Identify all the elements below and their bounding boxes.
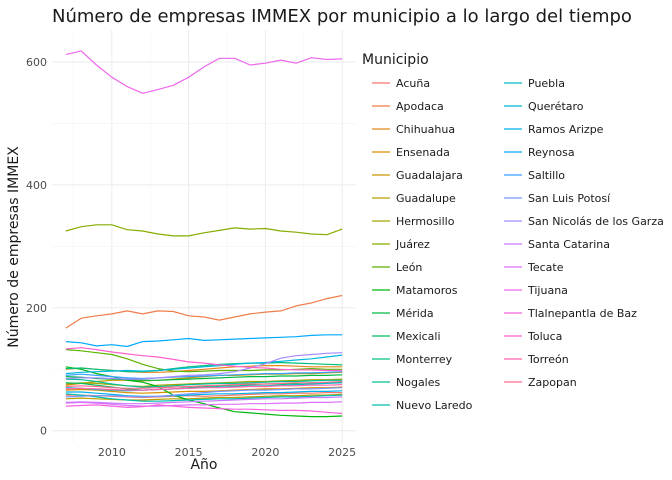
legend-label: Tijuana bbox=[527, 284, 568, 297]
legend-label: Monterrey bbox=[396, 353, 453, 366]
series-line bbox=[65, 387, 343, 398]
legend-item: Torreón bbox=[504, 353, 569, 366]
legend-item: Juárez bbox=[372, 238, 430, 251]
legend-label: Hermosillo bbox=[396, 215, 455, 228]
y-tick-label: 200 bbox=[26, 302, 47, 315]
legend-item: Mexicali bbox=[372, 330, 441, 343]
series-lines bbox=[65, 50, 343, 418]
series-line bbox=[65, 380, 343, 389]
legend-item: San Luis Potosí bbox=[504, 192, 611, 205]
legend-label: Ramos Arizpe bbox=[528, 123, 604, 136]
legend-label: Matamoros bbox=[396, 284, 458, 297]
legend-label: Nuevo Laredo bbox=[396, 399, 473, 412]
legend-label: Reynosa bbox=[528, 146, 575, 159]
legend-label: Guadalajara bbox=[396, 169, 463, 182]
legend-item: Zapopan bbox=[504, 376, 577, 389]
legend-item: Querétaro bbox=[504, 100, 584, 113]
legend-item: Reynosa bbox=[504, 146, 575, 159]
legend-label: Guadalupe bbox=[396, 192, 456, 205]
y-tick-label: 400 bbox=[26, 179, 47, 192]
legend-label: Tlalnepantla de Baz bbox=[527, 307, 637, 320]
series-line bbox=[65, 347, 343, 372]
series-line bbox=[65, 390, 343, 397]
series-line bbox=[65, 404, 343, 415]
legend-item: Tecate bbox=[504, 261, 564, 274]
legend-label: Santa Catarina bbox=[528, 238, 610, 251]
legend-label: Acuña bbox=[396, 77, 430, 90]
legend-label: Querétaro bbox=[528, 100, 584, 113]
y-axis-title: Número de empresas IMMEX bbox=[6, 146, 22, 348]
series-line bbox=[65, 396, 343, 405]
legend-label: Ensenada bbox=[396, 146, 450, 159]
legend-item: Saltillo bbox=[504, 169, 565, 182]
series-line bbox=[65, 334, 343, 348]
legend-item: Mérida bbox=[372, 307, 434, 320]
legend-item: Ensenada bbox=[372, 146, 450, 159]
legend-item: Nuevo Laredo bbox=[372, 399, 473, 412]
chart-title: Número de empresas IMMEX por municipio a… bbox=[52, 6, 632, 27]
legend-item: Acuña bbox=[372, 77, 430, 90]
series-line bbox=[65, 352, 343, 380]
legend-item: Tijuana bbox=[504, 284, 568, 297]
legend-label: Mérida bbox=[396, 307, 434, 320]
legend-item: Monterrey bbox=[372, 353, 453, 366]
series-line bbox=[65, 371, 343, 380]
legend-label: San Nicolás de los Garza bbox=[528, 215, 664, 228]
series-line bbox=[65, 401, 343, 407]
x-axis-title: Año bbox=[190, 457, 217, 473]
legend-label: Toluca bbox=[527, 330, 562, 343]
legend-label: Nogales bbox=[396, 376, 441, 389]
legend-item: Guadalupe bbox=[372, 192, 456, 205]
series-line bbox=[65, 354, 343, 375]
series-line bbox=[65, 384, 343, 391]
legend-label: Puebla bbox=[528, 77, 565, 90]
legend-label: Zapopan bbox=[528, 376, 577, 389]
x-axis-ticks: 2010 2015 2020 2025 bbox=[98, 446, 356, 459]
legend-label: Torreón bbox=[527, 353, 569, 366]
legend-item: León bbox=[372, 261, 422, 274]
y-tick-label: 0 bbox=[40, 425, 47, 438]
y-axis-ticks: 0 200 400 600 bbox=[26, 56, 47, 438]
series-line bbox=[65, 378, 343, 388]
legend-item: Matamoros bbox=[372, 284, 458, 297]
legend-item: San Nicolás de los Garza bbox=[504, 215, 664, 228]
legend-item: Guadalajara bbox=[372, 169, 463, 182]
x-tick-label: 2015 bbox=[175, 446, 203, 459]
legend-label: Saltillo bbox=[528, 169, 565, 182]
x-tick-label: 2010 bbox=[98, 446, 126, 459]
x-tick-label: 2025 bbox=[328, 446, 356, 459]
legend-label: Mexicali bbox=[396, 330, 441, 343]
series-line bbox=[65, 349, 343, 373]
legend-item: Apodaca bbox=[372, 100, 444, 113]
legend-item: Nogales bbox=[372, 376, 441, 389]
series-line bbox=[65, 50, 343, 94]
legend-item: Ramos Arizpe bbox=[504, 123, 604, 136]
legend-label: Chihuahua bbox=[396, 123, 455, 136]
legend-title: Municipio bbox=[362, 52, 429, 68]
legend-item: Toluca bbox=[504, 330, 562, 343]
series-line bbox=[65, 224, 343, 237]
legend-item: Tlalnepantla de Baz bbox=[504, 307, 637, 320]
legend: Acuña Apodaca Chihuahua Ensenada Guadalajara… bbox=[372, 77, 664, 412]
legend-label: León bbox=[396, 261, 422, 274]
legend-item: Hermosillo bbox=[372, 215, 455, 228]
legend-label: Apodaca bbox=[396, 100, 444, 113]
y-tick-label: 600 bbox=[26, 56, 47, 69]
legend-item: Puebla bbox=[504, 77, 565, 90]
series-line bbox=[65, 294, 343, 329]
legend-item: Santa Catarina bbox=[504, 238, 610, 251]
series-line bbox=[65, 393, 343, 402]
x-tick-label: 2020 bbox=[251, 446, 279, 459]
legend-label: Tecate bbox=[527, 261, 564, 274]
legend-item: Chihuahua bbox=[372, 123, 455, 136]
legend-label: Juárez bbox=[395, 238, 430, 251]
legend-label: San Luis Potosí bbox=[528, 192, 611, 205]
